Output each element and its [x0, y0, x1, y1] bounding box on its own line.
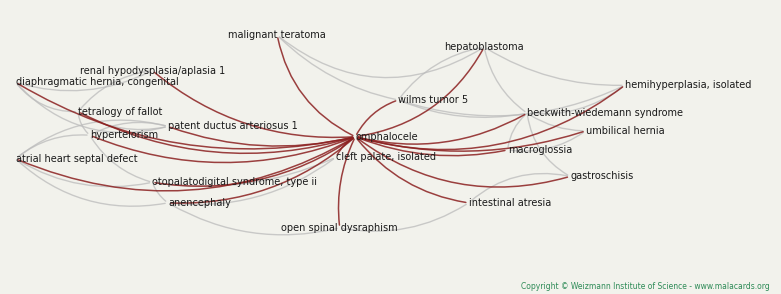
FancyArrowPatch shape: [280, 37, 482, 78]
FancyArrowPatch shape: [401, 101, 524, 117]
FancyArrowPatch shape: [357, 139, 465, 203]
FancyArrowPatch shape: [358, 49, 483, 136]
Text: patent ductus arteriosus 1: patent ductus arteriosus 1: [168, 121, 298, 131]
FancyArrowPatch shape: [92, 122, 166, 134]
FancyArrowPatch shape: [170, 204, 337, 235]
Text: hemihyperplasia, isolated: hemihyperplasia, isolated: [625, 80, 751, 90]
FancyArrowPatch shape: [530, 87, 622, 114]
FancyArrowPatch shape: [338, 139, 354, 225]
FancyArrowPatch shape: [80, 113, 166, 130]
FancyArrowPatch shape: [358, 132, 583, 151]
FancyArrowPatch shape: [171, 159, 333, 205]
FancyArrowPatch shape: [357, 101, 396, 134]
FancyArrowPatch shape: [530, 115, 583, 131]
FancyArrowPatch shape: [18, 84, 353, 149]
FancyArrowPatch shape: [528, 116, 568, 175]
Text: umbilical hernia: umbilical hernia: [586, 126, 665, 136]
FancyArrowPatch shape: [18, 138, 353, 191]
FancyArrowPatch shape: [337, 138, 353, 155]
FancyArrowPatch shape: [17, 84, 166, 133]
FancyArrowPatch shape: [171, 138, 353, 203]
FancyArrowPatch shape: [170, 127, 353, 146]
Text: renal hypodysplasia/aplasia 1: renal hypodysplasia/aplasia 1: [80, 66, 225, 76]
FancyArrowPatch shape: [155, 72, 352, 137]
FancyArrowPatch shape: [18, 72, 150, 91]
Text: macroglossia: macroglossia: [508, 145, 572, 155]
FancyArrowPatch shape: [508, 115, 525, 147]
FancyArrowPatch shape: [342, 204, 466, 231]
Text: wilms tumor 5: wilms tumor 5: [398, 95, 469, 105]
Text: omphalocele: omphalocele: [355, 132, 418, 142]
Text: tetralogy of fallot: tetralogy of fallot: [78, 107, 162, 117]
FancyArrowPatch shape: [18, 120, 166, 157]
Text: atrial heart septal defect: atrial heart septal defect: [16, 154, 137, 164]
FancyArrowPatch shape: [92, 136, 353, 163]
Text: hepatoblastoma: hepatoblastoma: [444, 42, 524, 52]
FancyArrowPatch shape: [280, 37, 396, 99]
FancyArrowPatch shape: [91, 138, 150, 181]
FancyArrowPatch shape: [400, 48, 481, 98]
FancyArrowPatch shape: [78, 114, 87, 133]
FancyArrowPatch shape: [401, 86, 622, 116]
Text: otopalatodigital syndrome, type ii: otopalatodigital syndrome, type ii: [152, 177, 317, 187]
FancyArrowPatch shape: [358, 138, 505, 156]
FancyArrowPatch shape: [278, 38, 353, 136]
Text: Copyright © Weizmann Institute of Science - www.malacards.org: Copyright © Weizmann Institute of Scienc…: [520, 282, 769, 291]
FancyArrowPatch shape: [153, 185, 166, 201]
Text: hypertelorism: hypertelorism: [90, 130, 158, 140]
Text: cleft palate, isolated: cleft palate, isolated: [336, 152, 436, 162]
Text: gastroschisis: gastroschisis: [570, 171, 633, 181]
FancyArrowPatch shape: [18, 161, 165, 206]
FancyArrowPatch shape: [485, 50, 525, 111]
Text: beckwith-wiedemann syndrome: beckwith-wiedemann syndrome: [527, 108, 683, 118]
Text: anencephaly: anencephaly: [168, 198, 231, 208]
Text: malignant teratoma: malignant teratoma: [228, 30, 326, 40]
FancyArrowPatch shape: [80, 71, 149, 110]
Text: diaphragmatic hernia, congenital: diaphragmatic hernia, congenital: [16, 77, 178, 87]
Text: open spinal dysraphism: open spinal dysraphism: [281, 223, 398, 233]
FancyArrowPatch shape: [18, 135, 87, 157]
FancyArrowPatch shape: [471, 173, 568, 201]
FancyArrowPatch shape: [358, 138, 568, 187]
FancyArrowPatch shape: [358, 87, 622, 150]
FancyArrowPatch shape: [18, 160, 150, 187]
FancyArrowPatch shape: [17, 84, 75, 112]
FancyArrowPatch shape: [155, 138, 353, 186]
FancyArrowPatch shape: [487, 49, 622, 85]
Text: intestinal atresia: intestinal atresia: [469, 198, 551, 208]
FancyArrowPatch shape: [80, 113, 353, 153]
FancyArrowPatch shape: [155, 158, 333, 186]
FancyArrowPatch shape: [358, 115, 525, 144]
FancyArrowPatch shape: [511, 132, 583, 151]
